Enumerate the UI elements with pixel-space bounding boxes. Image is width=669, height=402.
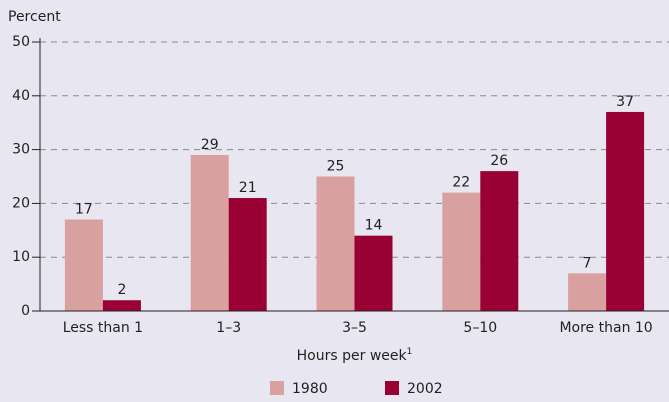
bar: [64, 219, 103, 311]
x-axis-footnote: 1: [407, 347, 413, 357]
y-axis-label: Percent: [8, 9, 61, 25]
x-axis-label-text: Hours per week: [297, 348, 408, 364]
x-tick-label: More than 10: [559, 320, 652, 336]
value-label: 14: [365, 218, 383, 234]
x-axis-label: Hours per week1: [297, 347, 413, 365]
y-tick-label: 20: [12, 195, 30, 211]
bar: [568, 273, 607, 311]
y-tick-label: 30: [12, 142, 30, 158]
bar: [606, 111, 645, 311]
x-tick-label: 3–5: [342, 320, 367, 336]
y-tick-label: 50: [12, 34, 30, 50]
bar: [102, 300, 141, 311]
legend-swatch: [385, 381, 399, 395]
value-label: 26: [490, 153, 508, 169]
y-tick-label: 0: [21, 303, 30, 319]
value-label: 25: [327, 159, 345, 175]
legend-label: 1980: [292, 381, 328, 397]
value-label: 21: [239, 180, 257, 196]
value-label: 37: [616, 94, 634, 110]
x-tick-label: 1–3: [216, 320, 241, 336]
bar: [316, 176, 355, 311]
y-tick-label: 40: [12, 88, 30, 104]
x-tick-label: 5–10: [463, 320, 497, 336]
value-label: 17: [75, 202, 93, 218]
x-tick-label: Less than 1: [63, 320, 143, 336]
value-label: 2: [117, 282, 126, 298]
value-label: 29: [201, 137, 219, 153]
bar: [480, 171, 519, 311]
bar: [354, 235, 393, 311]
value-label: 22: [452, 175, 470, 191]
legend-label: 2002: [407, 381, 443, 397]
y-tick-label: 10: [12, 249, 30, 265]
legend-swatch: [270, 381, 284, 395]
bar: [190, 154, 229, 311]
bar: [442, 192, 481, 311]
bar: [228, 198, 267, 311]
value-label: 7: [583, 255, 592, 271]
